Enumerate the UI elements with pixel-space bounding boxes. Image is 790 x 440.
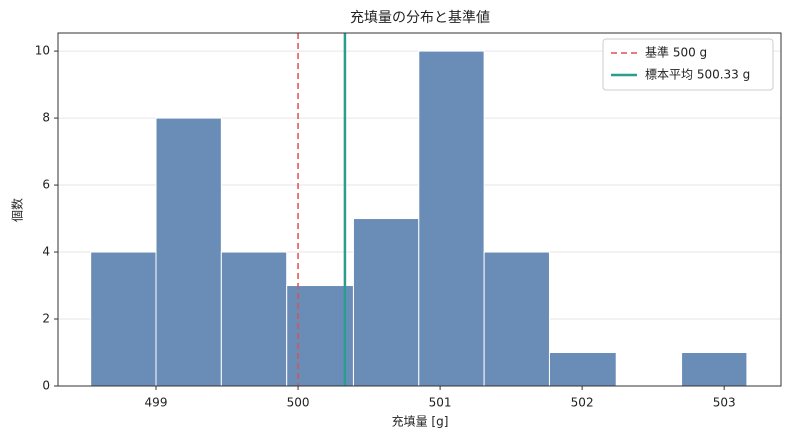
bar <box>90 251 157 387</box>
bar <box>418 50 485 387</box>
y-tick-label: 10 <box>35 44 50 58</box>
y-axis-label: 個数 <box>10 198 25 222</box>
y-tick-label: 6 <box>42 178 50 192</box>
bar <box>548 352 617 387</box>
y-tick-label: 8 <box>42 111 50 125</box>
plot-frame <box>57 32 782 387</box>
chart-title: 充填量の分布と基準値 <box>350 9 490 26</box>
y-tick-label: 0 <box>42 379 50 393</box>
legend-box <box>602 38 774 91</box>
bar <box>483 251 550 387</box>
y-tick-label: 2 <box>42 312 50 326</box>
x-tick-label: 503 <box>713 396 736 410</box>
legend-label: 基準 500 g <box>645 45 707 60</box>
x-axis-label: 充填量 [g] <box>392 414 449 429</box>
x-tick-label: 500 <box>287 396 310 410</box>
legend-label: 標本平均 500.33 g <box>645 68 750 82</box>
y-tick-label: 4 <box>42 245 50 259</box>
x-tick-label: 501 <box>429 396 452 410</box>
bar <box>220 251 288 387</box>
bar <box>352 218 420 387</box>
bar <box>286 285 354 387</box>
bar <box>681 352 748 387</box>
x-tick-label: 499 <box>145 396 168 410</box>
x-tick-label: 502 <box>571 396 594 410</box>
bar <box>155 117 222 387</box>
